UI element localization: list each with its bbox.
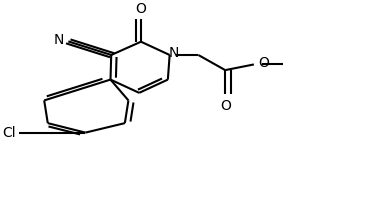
Text: O: O: [258, 56, 269, 70]
Text: O: O: [220, 98, 231, 112]
Text: Cl: Cl: [2, 126, 16, 140]
Text: N: N: [54, 33, 64, 47]
Text: O: O: [135, 2, 146, 16]
Text: N: N: [169, 46, 179, 60]
